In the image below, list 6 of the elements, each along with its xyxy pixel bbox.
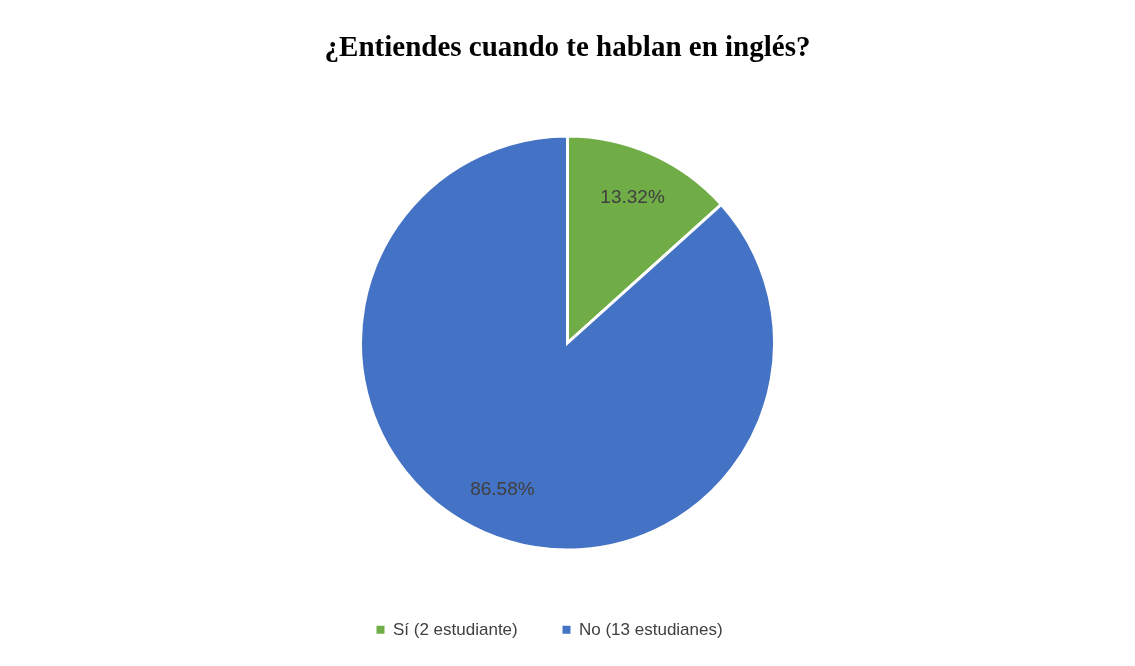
legend-label: No (13 estudianes) <box>579 619 723 639</box>
pie-slice <box>359 134 776 552</box>
data-label: 86.58% <box>470 478 535 500</box>
legend-label: Sí (2 estudiante) <box>393 619 518 639</box>
data-label: 13.32% <box>600 185 665 207</box>
chart-title: ¿Entiendes cuando te hablan en inglés? <box>324 30 811 62</box>
